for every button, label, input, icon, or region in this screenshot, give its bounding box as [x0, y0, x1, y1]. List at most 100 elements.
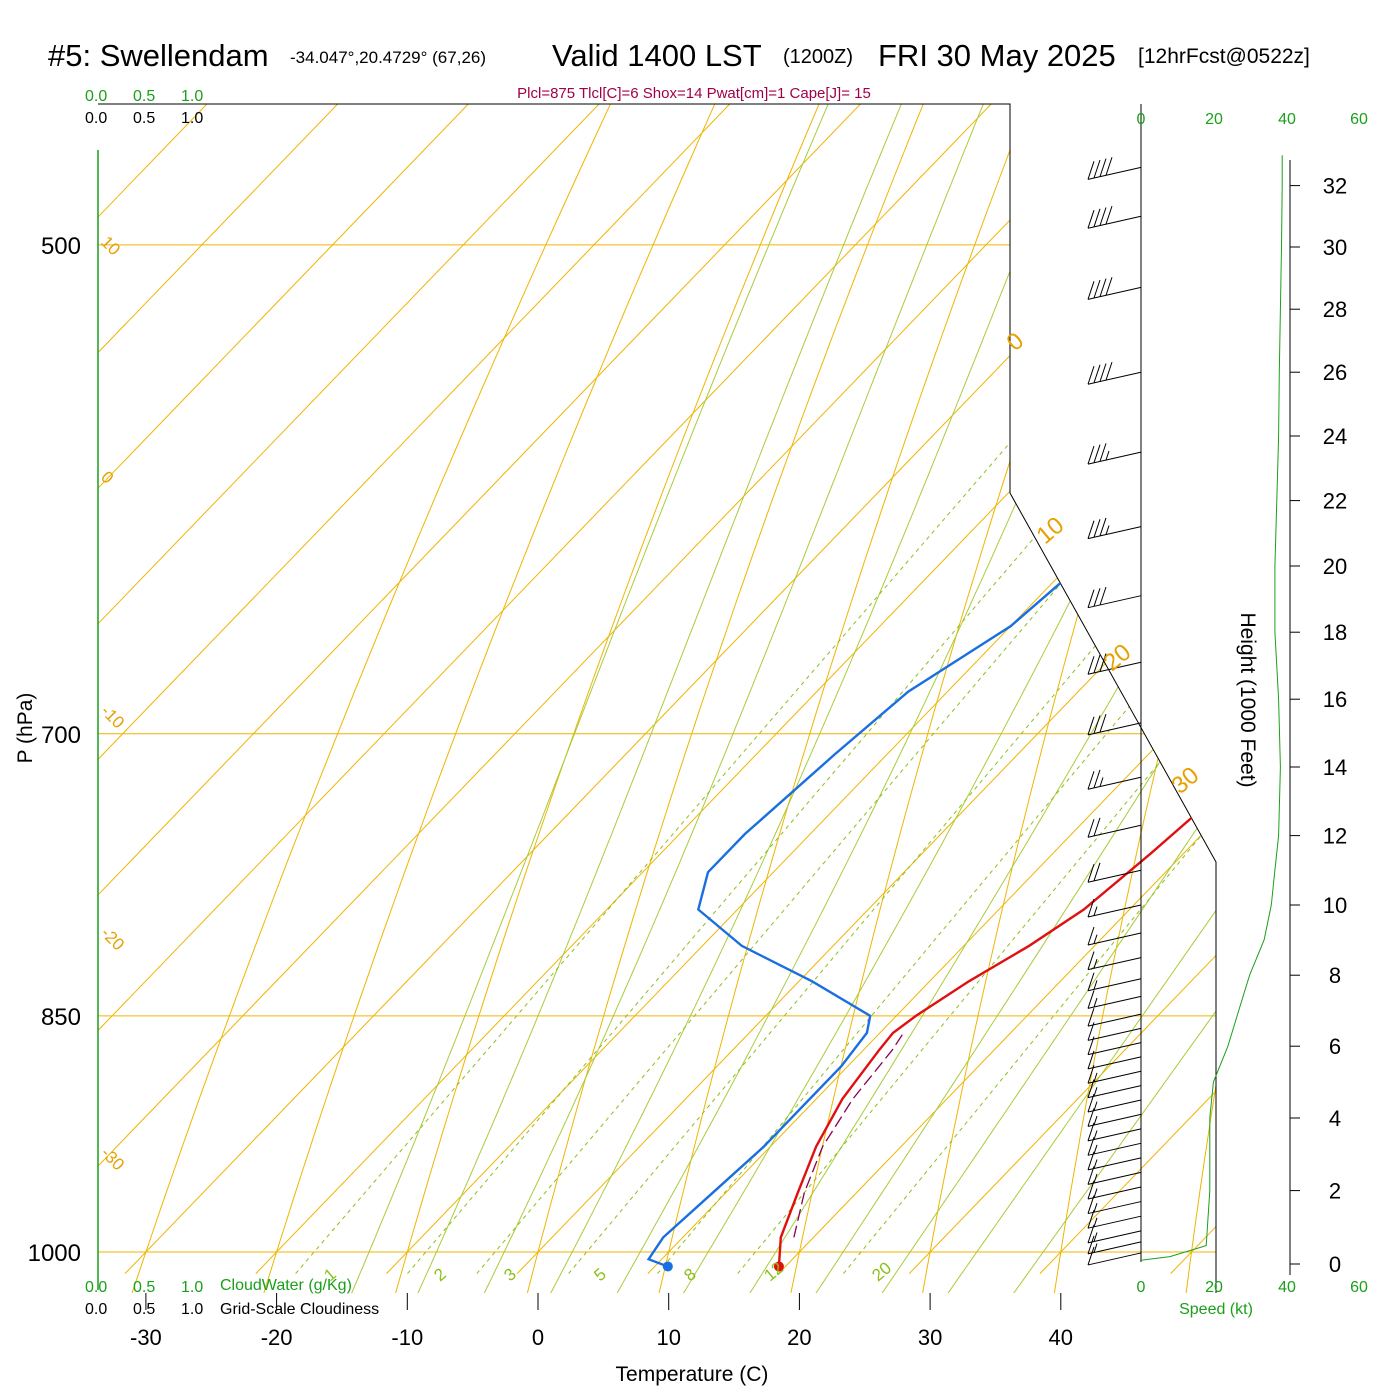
height-tick-label: 16 [1323, 687, 1347, 712]
wind-barb [1087, 1022, 1142, 1041]
moist-adiabat-line [534, 104, 1216, 1293]
isotherm-line [778, 104, 1216, 1274]
height-tick-label: 6 [1329, 1034, 1341, 1059]
pressure-tick-label: 850 [41, 1004, 81, 1031]
bot-cw-tick-1: 0.5 [133, 1279, 155, 1296]
speed-scale-top: 0 20 40 60 [1137, 111, 1368, 128]
mixing-ratio-line [295, 104, 1216, 1274]
height-axis-title: Height (1000 Feet) [1236, 612, 1259, 787]
wind-barb [1087, 951, 1142, 971]
height-tick-label: 14 [1323, 755, 1347, 780]
top-cl-tick-0: 0.0 [85, 110, 107, 127]
height-tick-label: 22 [1323, 489, 1347, 514]
dry-adiabat-line [651, 104, 1216, 1293]
mixing-ratio-line [476, 104, 1216, 1274]
top-cl-tick-2: 1.0 [181, 110, 203, 127]
height-tick-label: 20 [1323, 554, 1347, 579]
isotherm-line [124, 104, 1216, 1274]
height-tick-label: 18 [1323, 620, 1347, 645]
right-temp-label: 30 [1167, 762, 1205, 800]
height-tick-label: 0 [1329, 1252, 1341, 1277]
height-tick-label: 32 [1323, 174, 1347, 199]
wind-barb [1087, 1180, 1142, 1200]
moist-adiabat-line [926, 104, 1216, 1293]
isobar-lines [98, 244, 1216, 1253]
isotherm-line [98, 104, 1216, 1274]
wind-barb [1087, 205, 1142, 229]
speed-top-tick-0: 0 [1137, 111, 1146, 128]
mixing-ratio-label: 20 [868, 1258, 895, 1285]
y-axis-title: P (hPa) [14, 693, 37, 764]
isotherm-label: 10 [97, 232, 124, 259]
wind-barb [1087, 361, 1142, 385]
dry-adiabat-line [254, 104, 1169, 1293]
wind-barb [1087, 990, 1142, 1009]
wind-barb [1087, 586, 1142, 609]
wind-barb [1087, 1137, 1142, 1156]
speed-top-tick-2: 40 [1278, 111, 1296, 128]
isotherm-line [647, 104, 1216, 1274]
height-tick-label: 2 [1329, 1179, 1341, 1204]
height-tick-label: 10 [1323, 893, 1347, 918]
top-cw-tick-0: 0.0 [85, 88, 107, 105]
plot-frame [98, 103, 1217, 1293]
parcel-profile [793, 1032, 905, 1238]
forecast-label: [12hrFcst@0522z] [1138, 45, 1310, 68]
temp-tick-label: 40 [1049, 1325, 1073, 1350]
mixing-ratio-label: 5 [590, 1264, 609, 1285]
speed-bot-tick-1: 20 [1205, 1279, 1223, 1296]
wind-barb [1087, 1007, 1142, 1027]
temp-tick-label: -20 [261, 1325, 293, 1350]
sounding-indices: Plcl=875 Tlcl[C]=6 Shox=14 Pwat[cm]=1 Ca… [517, 85, 871, 102]
isotherm-line [98, 104, 1216, 1274]
wind-barb [1087, 1195, 1142, 1215]
temp-tick-label: -30 [130, 1325, 162, 1350]
speed-top-tick-1: 20 [1205, 111, 1223, 128]
surface-temperature-dot [773, 1261, 784, 1272]
dry-adiabat-line [519, 104, 1216, 1293]
station-coords: -34.047°,20.4729° (67,26) [290, 48, 486, 67]
wind-barb [1087, 1210, 1142, 1229]
wind-barb [1087, 1246, 1142, 1266]
dewpoint-profile [646, 104, 1216, 1268]
right-temp-label: 10 [1032, 512, 1070, 550]
bot-cw-tick-2: 1.0 [181, 1279, 203, 1296]
wind-barb [1087, 653, 1142, 675]
isotherm-label: -30 [97, 1143, 128, 1174]
x-axis-title: Temperature (C) [616, 1363, 769, 1386]
temp-tick-label: 0 [532, 1325, 544, 1350]
temp-tick-label: 20 [787, 1325, 811, 1350]
bot-cl-tick-0: 0.0 [85, 1301, 107, 1318]
moist-adiabat-line [665, 104, 1216, 1293]
temp-tick-label: 30 [918, 1325, 942, 1350]
speed-bot-tick-3: 60 [1350, 1279, 1368, 1296]
dry-adiabat-line [1181, 104, 1216, 1293]
moist-adiabat-line [403, 104, 1216, 1293]
wind-barb [1087, 769, 1142, 790]
profile-lines [646, 104, 1216, 1272]
bot-cl-tick-1: 0.5 [133, 1301, 155, 1318]
moist-adiabat-line [992, 104, 1216, 1293]
wind-barb [1087, 898, 1142, 918]
wind-barb [1087, 1108, 1142, 1127]
wind-barb [1087, 862, 1142, 883]
mixing-ratio-line [407, 104, 1216, 1274]
wind-barb [1087, 1151, 1142, 1171]
valid-date: FRI 30 May 2025 [878, 38, 1116, 73]
isotherm-line [386, 104, 1216, 1274]
wind-barb [1087, 277, 1142, 300]
wind-barb [1087, 972, 1142, 992]
cloudiness-label: Grid-Scale Cloudiness [220, 1301, 379, 1318]
valid-time: Valid 1400 LST [552, 38, 762, 73]
moist-adiabat-line [861, 104, 1216, 1293]
top-cloudiness-scale: 0.0 0.5 1.0 [85, 110, 203, 127]
dry-adiabat-line [121, 104, 1082, 1293]
pressure-tick-label: 700 [41, 722, 81, 749]
pressure-tick-label: 500 [41, 233, 81, 260]
bot-cl-tick-2: 1.0 [181, 1301, 203, 1318]
mixing-ratio-label: 2 [430, 1264, 449, 1285]
top-cloudwater-scale: 0.0 0.5 1.0 [85, 88, 203, 105]
isotherm-label: -20 [97, 923, 128, 954]
isotherm-line [98, 104, 1216, 1274]
